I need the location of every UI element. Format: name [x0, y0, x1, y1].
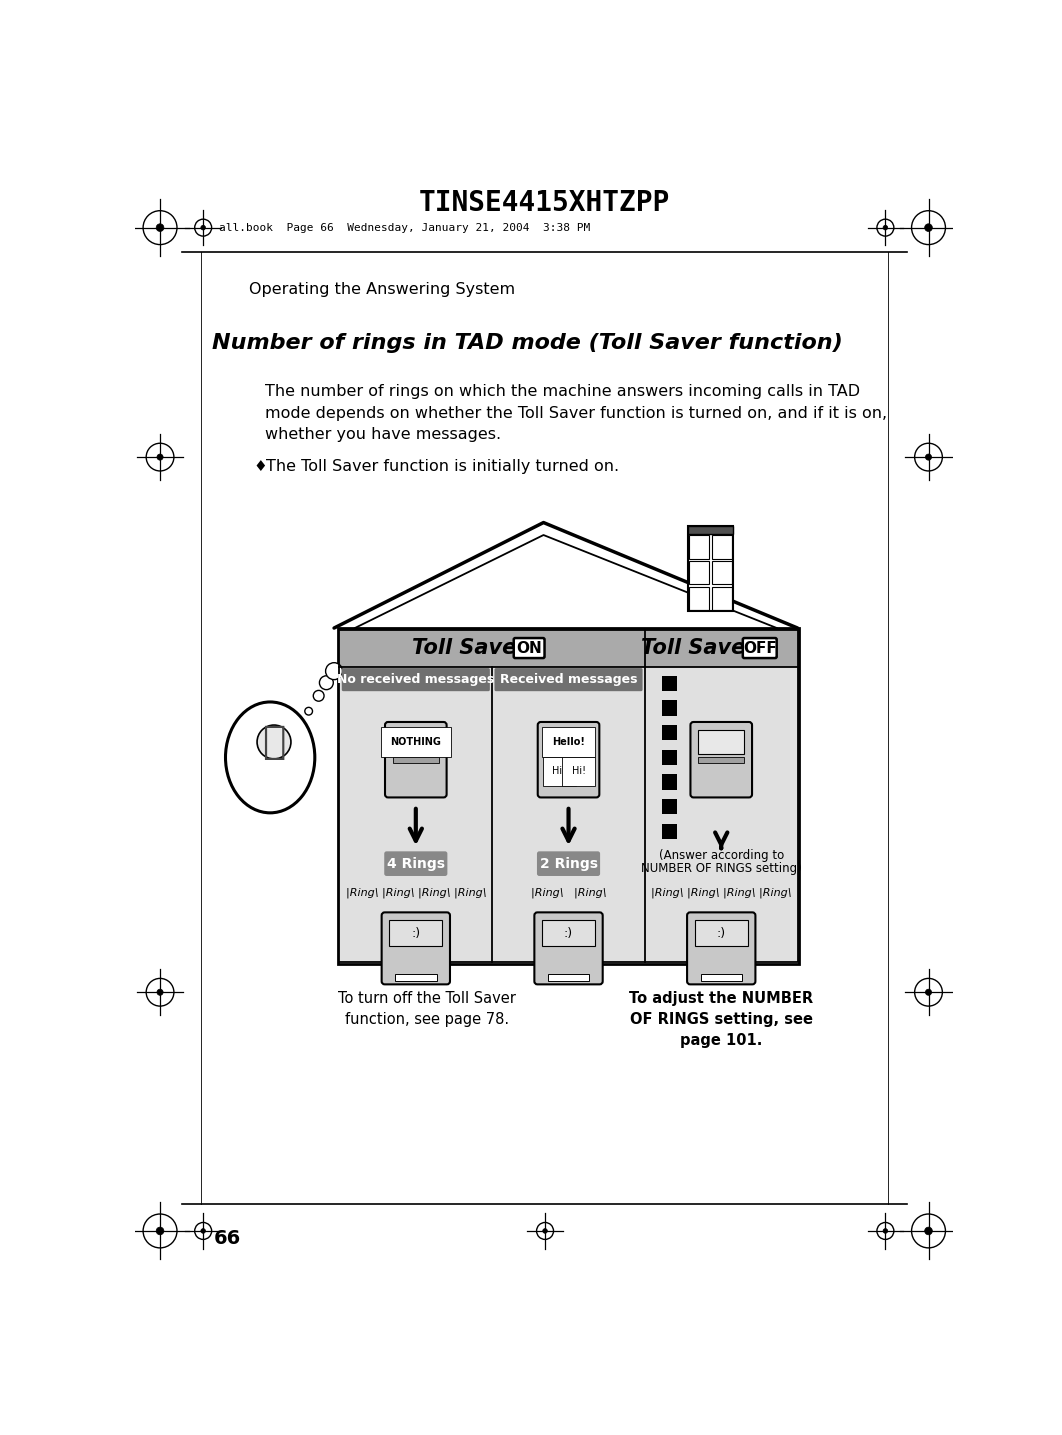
Bar	[662, 824, 678, 839]
Text: Received messages: Received messages	[500, 673, 637, 686]
FancyBboxPatch shape	[386, 722, 447, 798]
Circle shape	[305, 707, 312, 715]
Bar	[688, 527, 733, 611]
Circle shape	[884, 225, 888, 230]
Text: No received messages: No received messages	[338, 673, 495, 686]
Text: NUMBER OF RINGS setting): NUMBER OF RINGS setting)	[640, 862, 802, 875]
Bar	[662, 725, 678, 740]
Text: |Ring\ |Ring\ |Ring\ |Ring\: |Ring\ |Ring\ |Ring\ |Ring\	[345, 888, 486, 898]
FancyBboxPatch shape	[537, 722, 599, 798]
Bar	[338, 629, 799, 964]
FancyBboxPatch shape	[687, 913, 755, 984]
Text: all.book  Page 66  Wednesday, January 21, 2004  3:38 PM: all.book Page 66 Wednesday, January 21, …	[219, 222, 589, 232]
Bar	[689, 535, 709, 558]
Text: whether you have messages.: whether you have messages.	[264, 428, 501, 442]
Circle shape	[313, 690, 324, 702]
Bar	[698, 758, 744, 763]
Text: To turn off the Toll Saver
function, see page 78.: To turn off the Toll Saver function, see…	[339, 990, 516, 1026]
Circle shape	[157, 989, 164, 996]
Bar	[698, 729, 744, 753]
Text: Toll Saver: Toll Saver	[640, 639, 755, 659]
Text: Hi!: Hi!	[571, 766, 585, 776]
Bar	[712, 561, 732, 584]
Bar	[712, 535, 732, 558]
FancyBboxPatch shape	[342, 669, 490, 692]
Text: ♦: ♦	[253, 459, 267, 474]
FancyBboxPatch shape	[742, 639, 776, 659]
Circle shape	[543, 1228, 547, 1233]
FancyBboxPatch shape	[534, 913, 603, 984]
Bar	[689, 587, 709, 610]
Text: (Answer according to: (Answer according to	[658, 850, 784, 862]
Circle shape	[156, 1227, 164, 1234]
Circle shape	[156, 224, 164, 231]
Bar	[393, 758, 439, 763]
Bar	[390, 920, 442, 947]
Circle shape	[257, 725, 291, 759]
Text: 4 Rings: 4 Rings	[387, 857, 445, 871]
Text: Hi!: Hi!	[552, 766, 566, 776]
Bar	[662, 775, 678, 789]
Circle shape	[925, 224, 932, 231]
Bar	[701, 973, 742, 982]
Bar	[395, 973, 436, 982]
Bar	[546, 758, 592, 763]
Text: Operating the Answering System: Operating the Answering System	[250, 281, 515, 297]
Circle shape	[925, 453, 931, 461]
Bar	[712, 587, 732, 610]
Text: :): :)	[411, 927, 421, 940]
Circle shape	[925, 1227, 932, 1234]
Circle shape	[925, 989, 931, 996]
Text: 👤: 👤	[262, 723, 286, 761]
Bar	[546, 729, 592, 753]
Circle shape	[201, 225, 205, 230]
Circle shape	[157, 453, 164, 461]
Text: |Ring\   |Ring\: |Ring\ |Ring\	[531, 888, 606, 898]
FancyBboxPatch shape	[384, 851, 447, 875]
Text: 66: 66	[213, 1230, 241, 1248]
Text: The number of rings on which the machine answers incoming calls in TAD: The number of rings on which the machine…	[264, 385, 860, 399]
Circle shape	[326, 663, 343, 680]
Bar	[340, 630, 798, 666]
Text: TINSE4415XHTZPP: TINSE4415XHTZPP	[418, 189, 670, 217]
Bar	[662, 676, 678, 692]
Bar	[662, 749, 678, 765]
Bar	[689, 561, 709, 584]
FancyBboxPatch shape	[514, 639, 545, 659]
Bar	[662, 700, 678, 716]
Circle shape	[320, 676, 333, 690]
Bar	[340, 630, 798, 963]
FancyBboxPatch shape	[495, 669, 643, 692]
Text: NOTHING: NOTHING	[391, 736, 441, 746]
Circle shape	[884, 1228, 888, 1233]
Text: mode depends on whether the Toll Saver function is turned on, and if it is on,: mode depends on whether the Toll Saver f…	[264, 406, 887, 420]
Text: The Toll Saver function is initially turned on.: The Toll Saver function is initially tur…	[267, 459, 619, 474]
Bar	[688, 527, 733, 534]
Text: ON: ON	[516, 640, 542, 656]
Text: :): :)	[717, 927, 725, 940]
Circle shape	[201, 1228, 205, 1233]
Bar	[340, 630, 798, 963]
Text: :): :)	[564, 927, 573, 940]
FancyBboxPatch shape	[690, 722, 752, 798]
Bar	[662, 799, 678, 815]
Bar	[548, 973, 589, 982]
Text: To adjust the NUMBER
OF RINGS setting, see
page 101.: To adjust the NUMBER OF RINGS setting, s…	[629, 990, 813, 1048]
Ellipse shape	[225, 702, 314, 812]
Text: Hello!: Hello!	[552, 736, 585, 746]
Text: |Ring\ |Ring\ |Ring\ |Ring\: |Ring\ |Ring\ |Ring\ |Ring\	[651, 888, 791, 898]
Bar	[695, 920, 748, 947]
Text: OFF: OFF	[743, 640, 776, 656]
Text: Number of rings in TAD mode (Toll Saver function): Number of rings in TAD mode (Toll Saver …	[212, 333, 843, 353]
FancyBboxPatch shape	[381, 913, 450, 984]
Text: 2 Rings: 2 Rings	[539, 857, 598, 871]
Bar	[542, 920, 595, 947]
Bar	[393, 729, 439, 753]
FancyBboxPatch shape	[537, 851, 600, 875]
Text: Toll Saver: Toll Saver	[412, 639, 527, 659]
